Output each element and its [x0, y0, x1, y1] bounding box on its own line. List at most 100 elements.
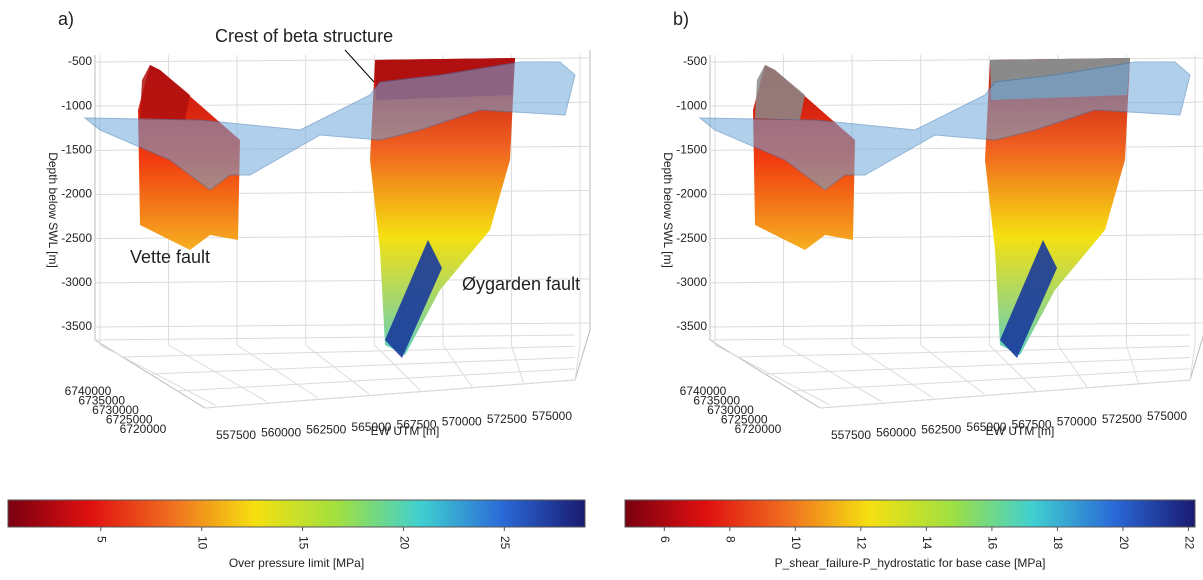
colorbar-tick-label: 12	[855, 536, 869, 550]
grid-line	[1125, 344, 1140, 384]
panels: -500 -1000 -1500 -2000 -2500 -3000 -3500 557500…	[7, 9, 1203, 570]
grid-line	[714, 344, 831, 406]
grid-line	[99, 344, 216, 406]
z-tick-label: -1000	[676, 98, 707, 112]
z-tick-label: -3500	[676, 319, 707, 333]
y-tick-label: 6730000	[707, 403, 754, 417]
x-tick-label: 557500	[216, 428, 256, 442]
grid-line	[574, 344, 581, 381]
x-tick-label: 557500	[831, 428, 871, 442]
surfaces	[83, 58, 576, 358]
colorbar-tick-label: 10	[789, 536, 803, 550]
colorbar-tick-label: 22	[1182, 536, 1196, 550]
panel-label: a)	[58, 9, 74, 29]
colorbar-tick-label: 8	[724, 536, 738, 543]
z-tick-label: -2000	[676, 187, 707, 201]
grid-line	[94, 322, 591, 328]
z-tick-label: -500	[683, 54, 707, 68]
vette-fault-top	[140, 65, 190, 120]
z-tick-label: -3500	[61, 319, 92, 333]
grid-line	[94, 334, 576, 341]
y-tick-label: 6735000	[78, 394, 125, 408]
grid-line	[94, 278, 591, 284]
grid-line	[709, 322, 1203, 328]
x-tick-label: 575000	[532, 409, 572, 423]
colorbar-tick-label: 14	[920, 536, 934, 550]
x-axis-label: EW UTM [m]	[371, 424, 440, 438]
grid-line	[792, 368, 1191, 392]
grid-line	[737, 345, 1191, 358]
colorbar	[624, 499, 1196, 528]
oygarden-fault-deep	[1000, 240, 1057, 358]
z-axis-label: Depth below SWL [m]	[46, 152, 60, 268]
z-axis-label: Depth below SWL [m]	[661, 152, 675, 268]
annotation: Øygarden fault	[462, 274, 580, 294]
colorbar-label: P_shear_failure-P_hydrostatic for base c…	[775, 556, 1046, 570]
x-tick-label: 562500	[306, 423, 346, 437]
x-tick-label: 572500	[487, 412, 527, 426]
x-axis-label: EW UTM [m]	[986, 424, 1055, 438]
colorbar-tick-label: 20	[1117, 536, 1131, 550]
x-tick-label: 567500	[397, 417, 437, 431]
panel: -500-1000-1500-2000-2500-3000-3500557500…	[7, 9, 591, 570]
grid-line	[122, 345, 576, 358]
x-tick-label: 565000	[966, 420, 1006, 434]
colorbar-tick-label: 18	[1051, 536, 1065, 550]
colorbar-tick-label: 16	[986, 536, 1000, 550]
colorbar-tick-label: 20	[397, 536, 411, 550]
colorbar-label: Over pressure limit [MPa]	[229, 556, 364, 570]
grid-line	[177, 368, 576, 392]
grid-line	[764, 357, 1191, 375]
colorbar-tick-label: 25	[498, 536, 512, 550]
y-tick-label: 6720000	[120, 422, 167, 436]
grid-line	[305, 344, 370, 395]
y-tick-label: 6725000	[106, 413, 153, 427]
x-tick-label: 567500	[1012, 417, 1052, 431]
grid-line	[709, 278, 1203, 284]
z-tick-label: -2000	[61, 187, 92, 201]
y-tick-label: 6735000	[693, 394, 740, 408]
z-tick-label: -1500	[61, 143, 92, 157]
horizon-surface	[698, 61, 1191, 191]
grid-line	[920, 344, 985, 395]
z-tick-label: -3000	[676, 275, 707, 289]
annotation: Crest of beta structure	[215, 26, 393, 46]
y-tick-label: 6740000	[65, 384, 112, 398]
z-tick-label: -500	[68, 54, 92, 68]
grid-line	[988, 344, 1037, 392]
z-tick-label: -3000	[61, 275, 92, 289]
colorbar-tick-label: 10	[196, 536, 210, 550]
x-tick-label: 560000	[261, 425, 301, 439]
x-tick-label: 560000	[876, 425, 916, 439]
grid-line	[168, 344, 267, 402]
grid-line	[510, 344, 525, 384]
y-tick-label: 6725000	[721, 413, 768, 427]
grid-line	[1189, 344, 1196, 381]
x-tick-label: 572500	[1102, 412, 1142, 426]
x-tick-label: 565000	[351, 420, 391, 434]
z-tick-label: -2500	[676, 231, 707, 245]
surfaces	[698, 58, 1191, 358]
grid-line	[442, 344, 473, 388]
y-tick-label: 6740000	[680, 384, 727, 398]
annotation-arrow	[344, 49, 375, 83]
y-tick-label: 6730000	[92, 403, 139, 417]
colorbar-tick-label: 15	[296, 536, 310, 550]
y-tick-label: 6720000	[735, 422, 782, 436]
grid-line	[1057, 344, 1088, 388]
horizon-surface	[83, 61, 576, 191]
oygarden-fault-deep	[385, 240, 442, 358]
vette-fault-top	[755, 65, 805, 120]
annotation: Vette fault	[130, 247, 210, 267]
colorbar-tick-label: 6	[658, 536, 672, 543]
panel: -500-1000-1500-2000-2500-3000-3500557500…	[624, 9, 1203, 570]
colorbar	[7, 499, 586, 528]
x-tick-label: 575000	[1147, 409, 1187, 423]
grid-line	[373, 344, 422, 392]
z-tick-label: -2500	[61, 231, 92, 245]
x-tick-label: 570000	[442, 415, 482, 429]
x-tick-label: 562500	[921, 423, 961, 437]
grid-line	[783, 344, 882, 402]
x-tick-label: 570000	[1057, 415, 1097, 429]
